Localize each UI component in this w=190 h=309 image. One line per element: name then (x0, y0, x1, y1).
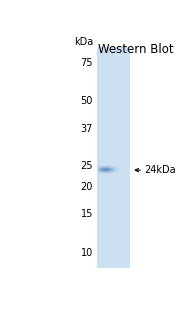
Text: 15: 15 (81, 210, 93, 219)
Text: Western Blot: Western Blot (98, 43, 173, 56)
Text: 20: 20 (81, 182, 93, 192)
Text: 37: 37 (81, 124, 93, 134)
Text: 25: 25 (80, 161, 93, 171)
Text: 50: 50 (81, 96, 93, 106)
Text: 24kDa: 24kDa (144, 165, 176, 175)
Text: kDa: kDa (74, 36, 93, 47)
Text: 75: 75 (80, 58, 93, 68)
Text: 10: 10 (81, 248, 93, 258)
